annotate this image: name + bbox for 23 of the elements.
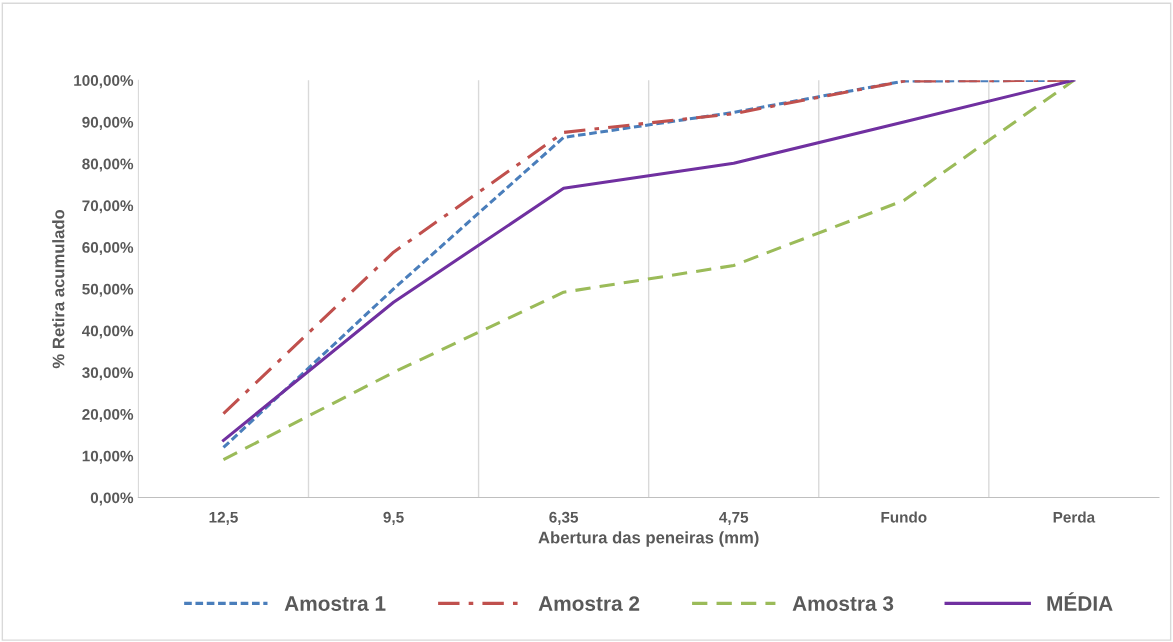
y-tick-label: 50,00% xyxy=(82,283,134,297)
x-tick-label: Fundo xyxy=(881,511,927,523)
legend-label: MÉDIA xyxy=(1047,592,1113,611)
y-tick-label: 40,00% xyxy=(81,325,134,339)
legend-label: Amostra 2 xyxy=(538,596,640,611)
y-axis-title: % Retira acumulado xyxy=(52,209,65,369)
legend-label: Amostra 1 xyxy=(284,596,386,611)
y-tick-label: 100,00% xyxy=(74,75,134,89)
x-tick-label: Perda xyxy=(1053,511,1096,523)
legend-label: Amostra 3 xyxy=(792,596,894,611)
x-axis-title: Abertura das peneiras (mm) xyxy=(538,531,759,547)
y-tick-label: 60,00% xyxy=(82,242,134,256)
y-tick-label: 30,00% xyxy=(82,367,134,381)
y-tick-label: 70,00% xyxy=(82,200,134,214)
x-tick-label: 4,75 xyxy=(719,512,749,525)
y-tick-label: 80,00% xyxy=(82,158,134,172)
y-tick-label: 10,00% xyxy=(82,450,134,464)
x-tick-label: 12,5 xyxy=(209,511,238,525)
y-tick-label: 90,00% xyxy=(82,116,134,130)
y-tick-label: 20,00% xyxy=(82,408,134,422)
x-tick-label: 6,35 xyxy=(549,511,579,525)
x-tick-label: 9,5 xyxy=(383,511,404,525)
y-tick-label: 0,00% xyxy=(90,492,134,506)
